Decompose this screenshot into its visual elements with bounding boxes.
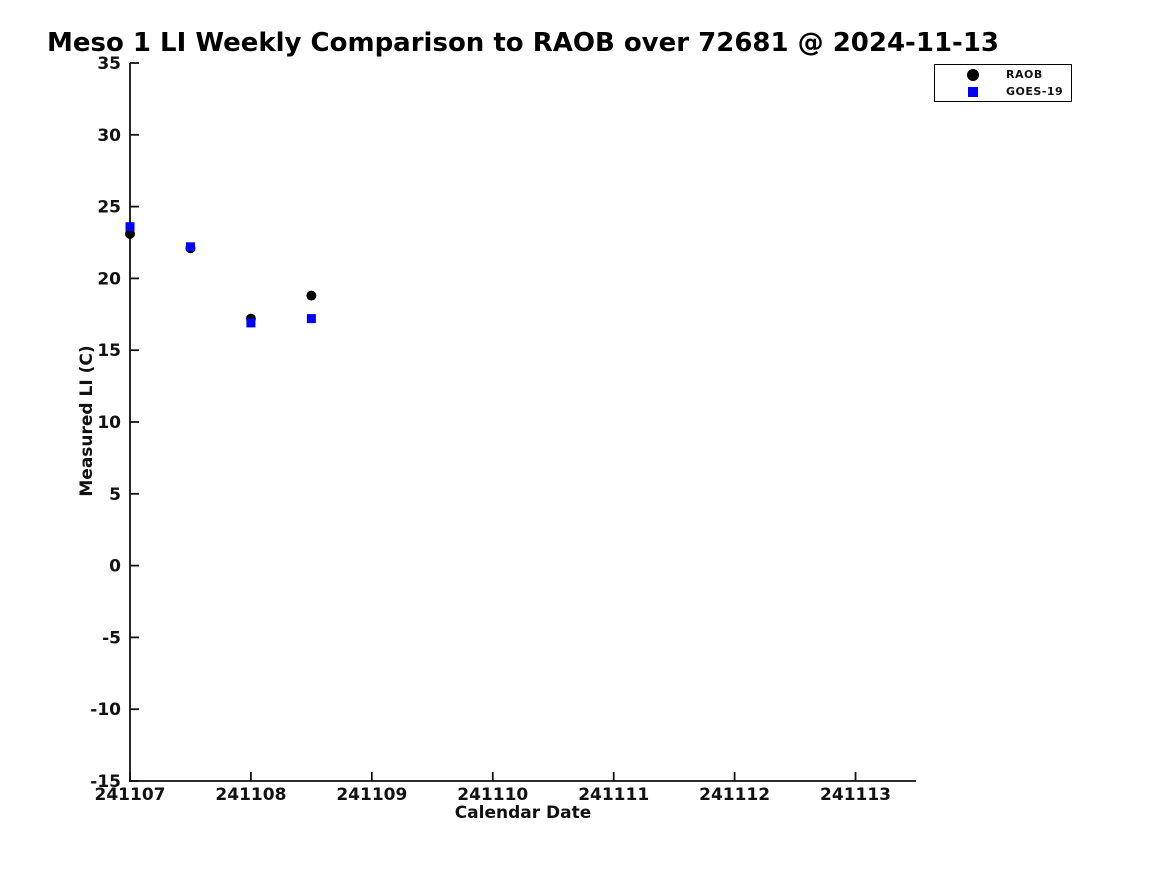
x-tick-label: 241108	[215, 785, 286, 805]
chart-title: Meso 1 LI Weekly Comparison to RAOB over…	[46, 28, 1000, 58]
y-tick-label: 20	[97, 269, 121, 289]
legend-item-raob: RAOB	[935, 67, 1071, 83]
data-point-goes-19	[306, 314, 316, 324]
x-tick-label: 241109	[336, 785, 407, 805]
y-tick-label: -5	[102, 628, 121, 648]
y-tick-label: 35	[97, 54, 121, 74]
square-marker	[967, 86, 978, 97]
circle-marker-icon	[966, 68, 979, 81]
y-tick-label: 10	[97, 413, 121, 433]
legend-label: GOES-19	[1006, 85, 1064, 98]
data-point-goes-19	[246, 318, 256, 328]
legend-item-goes-19: GOES-19	[935, 84, 1071, 100]
y-tick-label: 30	[97, 126, 121, 146]
y-tick-label: -15	[90, 772, 121, 792]
circle-marker	[966, 68, 979, 81]
data-point-raob	[125, 228, 135, 239]
y-tick-label: 25	[97, 198, 121, 218]
legend: RAOB GOES-19	[934, 64, 1072, 102]
x-tick-label: 241111	[578, 785, 649, 805]
x-tick-label: 241113	[820, 785, 891, 805]
y-tick-label: 5	[109, 485, 121, 505]
square-marker-icon	[966, 85, 979, 98]
x-tick-label: 241107	[95, 785, 166, 805]
x-tick-label: 241110	[457, 785, 528, 805]
data-point-raob	[306, 290, 317, 301]
data-point-goes-19	[185, 242, 195, 252]
data-point-goes-19	[125, 222, 135, 232]
y-tick-label: -10	[90, 700, 121, 720]
legend-label: RAOB	[1006, 68, 1043, 81]
x-tick-label: 241112	[699, 785, 770, 805]
y-tick-label: 15	[97, 341, 121, 361]
x-axis-label: Calendar Date	[454, 803, 592, 823]
y-tick-label: 0	[109, 557, 121, 577]
